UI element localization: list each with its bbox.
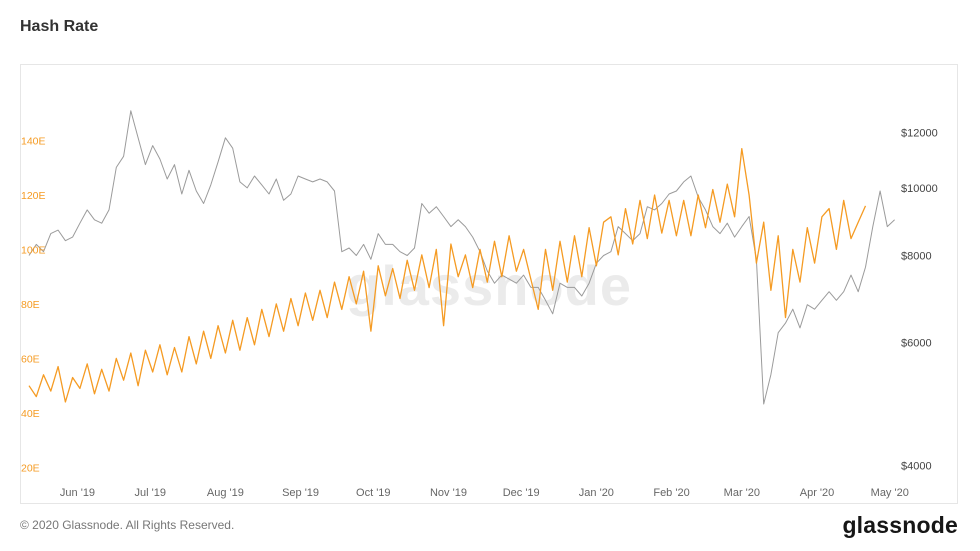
axis-tick-label: Aug '19 <box>207 487 244 499</box>
axis-tick-label: Jul '19 <box>135 487 166 499</box>
axis-tick-label: Feb '20 <box>653 487 689 499</box>
axis-tick-label: 140E <box>21 135 46 147</box>
chart-plot-area[interactable]: Jun '19 Jul '19 Aug '19 Sep '19 Oct '19 Nov '… <box>21 65 957 503</box>
axis-tick-label: Apr '20 <box>800 487 835 499</box>
page-title: Hash Rate <box>20 18 99 35</box>
axis-tick-label: $6000 <box>901 338 932 350</box>
footer-copyright: © 2020 Glassnode. All Rights Reserved. <box>20 518 235 532</box>
axis-tick-label: Oct '19 <box>356 487 391 499</box>
axis-tick-label: Dec '19 <box>503 487 540 499</box>
axis-tick-label: $10000 <box>901 183 938 195</box>
axis-tick-label: 60E <box>21 353 40 365</box>
axis-tick-label: $12000 <box>901 128 938 140</box>
series-btc-price-usd <box>28 110 895 405</box>
axis-tick-label: Jun '19 <box>60 487 95 499</box>
axis-tick-label: Nov '19 <box>430 487 467 499</box>
axis-tick-label: Mar '20 <box>724 487 760 499</box>
axis-tick-label: 20E <box>21 462 40 474</box>
axis-tick-label: 80E <box>21 299 40 311</box>
glassnode-logo[interactable]: glassnode <box>842 512 958 538</box>
axis-tick-label: 120E <box>21 190 46 202</box>
axis-tick-label: 40E <box>21 408 40 420</box>
axis-tick-label: May '20 <box>871 487 909 499</box>
axis-tick-label: 100E <box>21 244 46 256</box>
axis-tick-label: $4000 <box>901 460 932 472</box>
series-hash-rate-eh <box>28 148 867 403</box>
axis-tick-label: $8000 <box>901 251 932 263</box>
axis-tick-label: Jan '20 <box>579 487 614 499</box>
axis-tick-label: Sep '19 <box>282 487 319 499</box>
chart-card: glassnode Jun '19 Jul '19 Aug '19 Sep '19 Oc… <box>20 64 958 504</box>
